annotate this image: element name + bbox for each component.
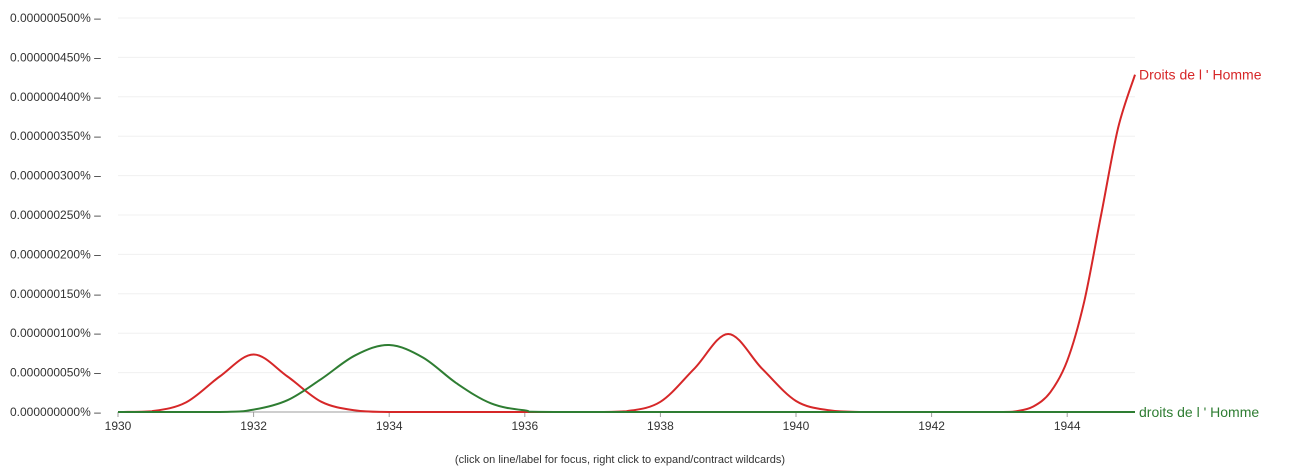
x-tick-label: 1930 [105,419,132,433]
x-tick-label: 1938 [647,419,674,433]
grid [118,17,1135,374]
series[interactable] [117,74,1136,414]
y-tick-label: 0.000000450% – [10,50,101,64]
x-tick-label: 1934 [376,419,403,433]
series-label-1[interactable]: Droits de l ' Homme [1139,67,1262,83]
footnote: (click on line/label for focus, right cl… [455,454,785,466]
x-tick-label: 1944 [1054,419,1081,433]
y-tick-label: 0.000000400% – [10,90,101,104]
x-tick-label: 1932 [240,419,267,433]
series-line-1[interactable] [117,74,1136,414]
x-tick-label: 1940 [783,419,810,433]
y-tick-label: 0.000000100% – [10,326,101,340]
y-tick-label: 0.000000250% – [10,208,101,222]
y-tick-label: 0.000000500% – [10,11,101,25]
y-tick-label: 0.000000350% – [10,129,101,143]
y-tick-label: 0.000000300% – [10,169,101,183]
series-label-2[interactable]: droits de l ' Homme [1139,404,1259,420]
axes: 0.000000000% – 0.000000050% – 0.000000100%… [10,11,1135,433]
y-tick-label: 0.000000050% – [10,366,101,380]
y-tick-label: 0.000000150% – [10,287,101,301]
x-tick-label: 1942 [918,419,945,433]
y-tick-label: 0.000000000% – [10,405,101,419]
series-line-2[interactable] [118,343,1135,414]
x-tick-label: 1936 [511,419,538,433]
y-tick-label: 0.000000200% – [10,247,101,261]
series-labels[interactable]: Droits de l ' Homme droits de l ' Homme [1139,67,1262,420]
